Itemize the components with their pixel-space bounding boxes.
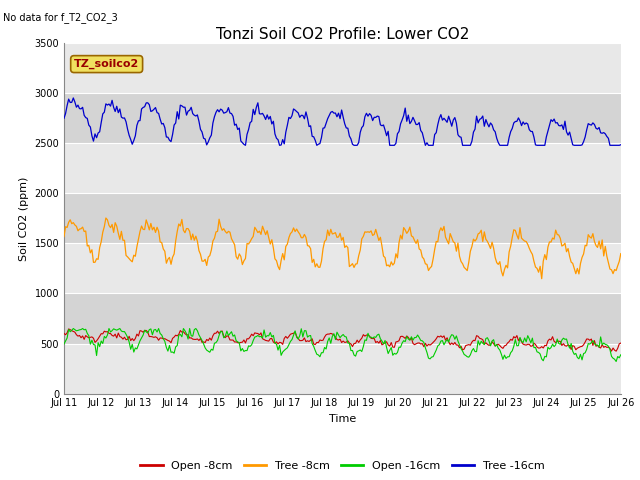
Legend: Open -8cm, Tree -8cm, Open -16cm, Tree -16cm: Open -8cm, Tree -8cm, Open -16cm, Tree -… [136, 457, 549, 476]
Bar [64, 193, 621, 243]
Title: Tonzi Soil CO2 Profile: Lower CO2: Tonzi Soil CO2 Profile: Lower CO2 [216, 27, 469, 42]
Bar [64, 144, 621, 193]
Y-axis label: Soil CO2 (ppm): Soil CO2 (ppm) [19, 176, 29, 261]
Text: TZ_soilco2: TZ_soilco2 [74, 59, 140, 69]
Text: No data for f_T2_CO2_3: No data for f_T2_CO2_3 [3, 12, 118, 23]
Bar [64, 243, 621, 293]
Bar [64, 344, 621, 394]
Bar [64, 43, 621, 93]
Bar [64, 93, 621, 144]
X-axis label: Time: Time [329, 414, 356, 424]
Bar [64, 293, 621, 344]
